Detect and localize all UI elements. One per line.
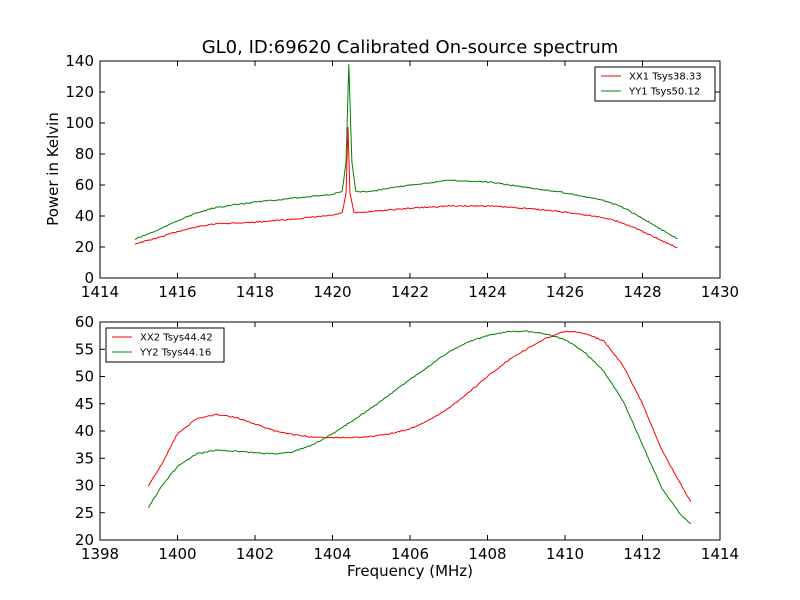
x-tick-label: 1422 (391, 283, 429, 301)
top-panel: 1414 1416 1418 1420 1422 1424 1426 1428 1430 0 20 4… (65, 52, 739, 301)
x-tick-label: 1416 (158, 283, 196, 301)
chart-title: GL0, ID:69620 Calibrated On-source spect… (202, 37, 619, 58)
y-tick-label: 60 (75, 313, 94, 331)
y-tick-label: 50 (75, 368, 94, 386)
legend: XX2 Tsys44.42 YY2 Tsys44.16 (105, 327, 225, 363)
y-tick-label: 20 (75, 238, 94, 256)
series-line-yy1-tsys50-12 (134, 64, 678, 240)
x-tick-label: 1420 (313, 283, 351, 301)
y-tick-label: 120 (65, 83, 94, 101)
y-tick-label: 80 (75, 145, 94, 163)
x-tick-label: 1402 (236, 545, 274, 563)
x-tick-label: 1424 (468, 283, 506, 301)
top-y-axis-label: Power in Kelvin (44, 112, 62, 226)
bottom-panel: 1398 1400 1402 1404 1406 1408 1410 1412 1414 20 25… (75, 313, 739, 563)
legend-label: YY1 Tsys50.12 (628, 87, 700, 98)
y-tick-label: 45 (75, 395, 94, 413)
y-tick-label: 100 (65, 114, 94, 132)
y-tick-label: 0 (84, 269, 94, 287)
x-tick-label: 1410 (546, 545, 584, 563)
y-tick-label: 30 (75, 477, 94, 495)
y-tick-label: 60 (75, 176, 94, 194)
x-tick-label: 1400 (158, 545, 196, 563)
legend-label: XX1 Tsys38.33 (629, 72, 702, 83)
legend-box (105, 327, 225, 363)
x-tick-label: 1398 (81, 545, 119, 563)
bottom-x-axis-label: Frequency (MHz) (347, 562, 473, 580)
x-tick-label: 1428 (623, 283, 661, 301)
y-tick-label: 55 (75, 340, 94, 358)
y-tick-label: 40 (75, 207, 94, 225)
y-tick-label: 40 (75, 422, 94, 440)
x-tick-label: 1418 (236, 283, 274, 301)
series-line-xx1-tsys38-33 (134, 127, 678, 249)
y-tick-label: 20 (75, 531, 94, 549)
x-tick-label: 1430 (701, 283, 739, 301)
series-line-yy2-tsys44-16 (147, 330, 692, 525)
x-tick-label: 1404 (313, 545, 351, 563)
y-tick-label: 25 (75, 504, 94, 522)
x-tick-label: 1408 (468, 545, 506, 563)
y-tick-label: 140 (65, 52, 94, 70)
x-tick-label: 1414 (701, 545, 739, 563)
x-tick-label: 1406 (391, 545, 429, 563)
series-line-xx2-tsys44-42 (147, 330, 692, 503)
x-tick-label: 1426 (546, 283, 584, 301)
legend-box (594, 66, 716, 102)
x-tick-label: 1414 (81, 283, 119, 301)
legend-label: YY2 Tsys44.16 (139, 348, 211, 359)
y-tick-label: 35 (75, 449, 94, 467)
x-tick-label: 1412 (623, 545, 661, 563)
legend-label: XX2 Tsys44.42 (140, 333, 213, 344)
legend: XX1 Tsys38.33 YY1 Tsys50.12 (594, 66, 716, 102)
